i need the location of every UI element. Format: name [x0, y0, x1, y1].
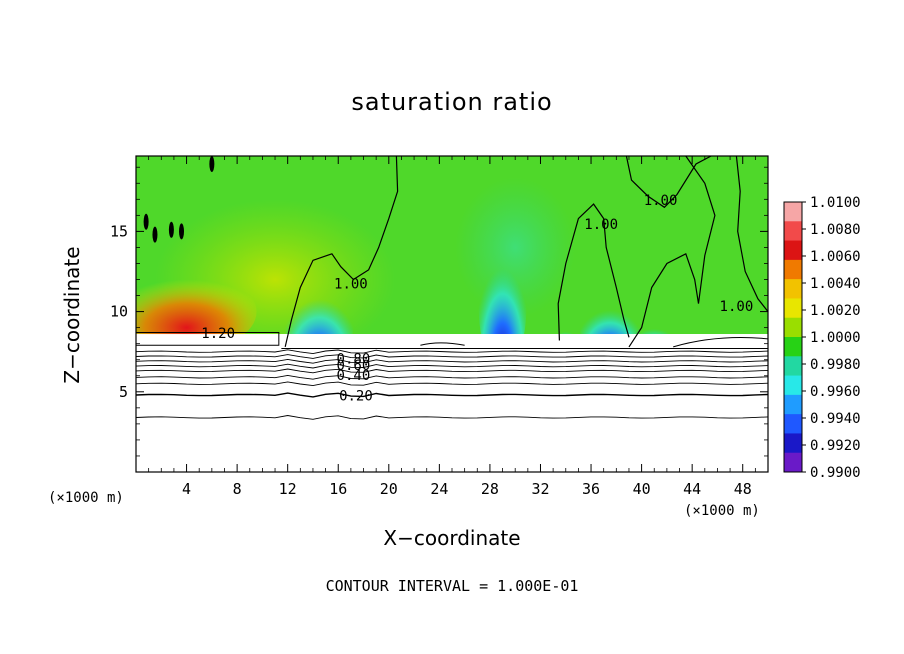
x-tick-label-44: 44 — [683, 480, 701, 498]
x-tick-label-12: 12 — [279, 480, 297, 498]
contour-bump-22 — [420, 342, 465, 346]
x-tick-label-8: 8 — [233, 480, 242, 498]
field-white-region — [136, 334, 768, 472]
contour-blob-3 — [168, 221, 174, 238]
colorbar-segment-7 — [784, 317, 802, 338]
colorbar-label-4: 1.0040 — [810, 276, 861, 292]
colorbar-segment-3 — [784, 240, 802, 261]
contour-line-9 — [136, 349, 768, 355]
contour-blob-2 — [152, 226, 158, 243]
contour-box-left — [136, 331, 280, 346]
contour-labels: 1.20 0.800.600.40 0.20 1.00 1.00 1.00 1.00 — [201, 193, 753, 405]
colorbar: 1.0100 1.0080 1.0060 1.0040 1.0020 1.0000 0.99… — [783, 195, 861, 481]
contour-line-3 — [136, 381, 768, 387]
contour-line-5 — [136, 368, 768, 374]
contour-blob-1 — [143, 213, 149, 230]
x-tick-label-20: 20 — [380, 480, 398, 498]
x-unit-right: (×1000 m) — [684, 503, 760, 519]
colorbar-label-1: 1.0100 — [810, 195, 861, 211]
contour-label-9: 1.00 — [720, 299, 754, 315]
colorbar-label-7: 0.9980 — [810, 357, 861, 373]
colorbar-segment-8 — [784, 337, 802, 357]
contour-line-6 — [136, 363, 768, 369]
contour-label-3: 0.60 — [337, 358, 371, 374]
contour-label-1: 1.20 — [201, 326, 235, 342]
colorbar-segment-11 — [784, 394, 802, 415]
colorbar-segment-9 — [784, 356, 802, 377]
contour-blob-4 — [179, 223, 185, 240]
y-tick-label-5: 5 — [119, 383, 128, 401]
x-tick-label-4: 4 — [182, 480, 191, 498]
contour-label-7: 1.00 — [584, 217, 618, 233]
colorbar-segment-12 — [784, 414, 802, 434]
colorbar-label-10: 0.9920 — [810, 438, 861, 454]
chart-title: saturation ratio — [351, 88, 553, 116]
contour-1p00-5 — [735, 156, 768, 312]
colorbar-segment-13 — [784, 433, 802, 454]
colorbar-label-6: 1.0000 — [810, 330, 861, 346]
contour-1p00-2 — [557, 203, 630, 341]
contour-1p00-3 — [628, 156, 716, 348]
colorbar-label-3: 1.0060 — [810, 249, 861, 265]
field-white-step — [281, 334, 768, 349]
contour-label-5: 0.20 — [339, 389, 373, 405]
contour-label-8: 1.00 — [644, 193, 678, 209]
contour-blob-5 — [209, 156, 215, 173]
contour-1p00-1 — [284, 156, 399, 348]
contour-line-1 — [136, 415, 768, 420]
x-tick-label-40: 40 — [633, 480, 651, 498]
colorbar-label-2: 1.0080 — [810, 222, 861, 238]
contour-interval-note: CONTOUR INTERVAL = 1.000E-01 — [325, 577, 579, 595]
colorbar-segment-2 — [784, 221, 802, 242]
colorbar-segment-10 — [784, 375, 802, 396]
colorbar-segment-6 — [784, 298, 802, 319]
contour-label-2: 0.80 — [337, 352, 371, 368]
contour-bump-44 — [673, 337, 768, 348]
contour-line-7 — [136, 358, 768, 364]
contour-line-8 — [136, 354, 768, 359]
colorbar-label-8: 0.9960 — [810, 384, 861, 400]
x-tick-label-48: 48 — [734, 480, 752, 498]
x-tick-label-24: 24 — [430, 480, 448, 498]
contour-line-2 — [136, 392, 768, 398]
colorbar-segment-4 — [784, 259, 802, 280]
y-axis-label: Z−coordinate — [60, 246, 84, 384]
x-unit-left: (×1000 m) — [48, 490, 124, 506]
colorbar-label-11: 0.9900 — [810, 465, 861, 481]
y-tick-label-15: 15 — [110, 222, 128, 240]
x-tick-label-16: 16 — [329, 480, 347, 498]
x-axis-label: X−coordinate — [383, 526, 521, 550]
x-tick-label-36: 36 — [582, 480, 600, 498]
colorbar-label-5: 1.0020 — [810, 303, 861, 319]
colorbar-segment-5 — [784, 279, 802, 299]
x-tick-label-32: 32 — [531, 480, 549, 498]
contour-label-4: 0.40 — [337, 368, 371, 384]
colorbar-label-9: 0.9940 — [810, 411, 861, 427]
contour-1p00-4 — [625, 156, 712, 209]
contour-label-6: 1.00 — [334, 276, 368, 292]
contour-lines — [136, 156, 768, 420]
y-tick-label-10: 10 — [110, 303, 128, 321]
x-tick-label-28: 28 — [481, 480, 499, 498]
colorbar-segment-14 — [784, 452, 802, 473]
field-red-zone — [136, 271, 257, 352]
contour-line-4 — [136, 374, 768, 380]
colorbar-segment-1 — [784, 202, 802, 222]
